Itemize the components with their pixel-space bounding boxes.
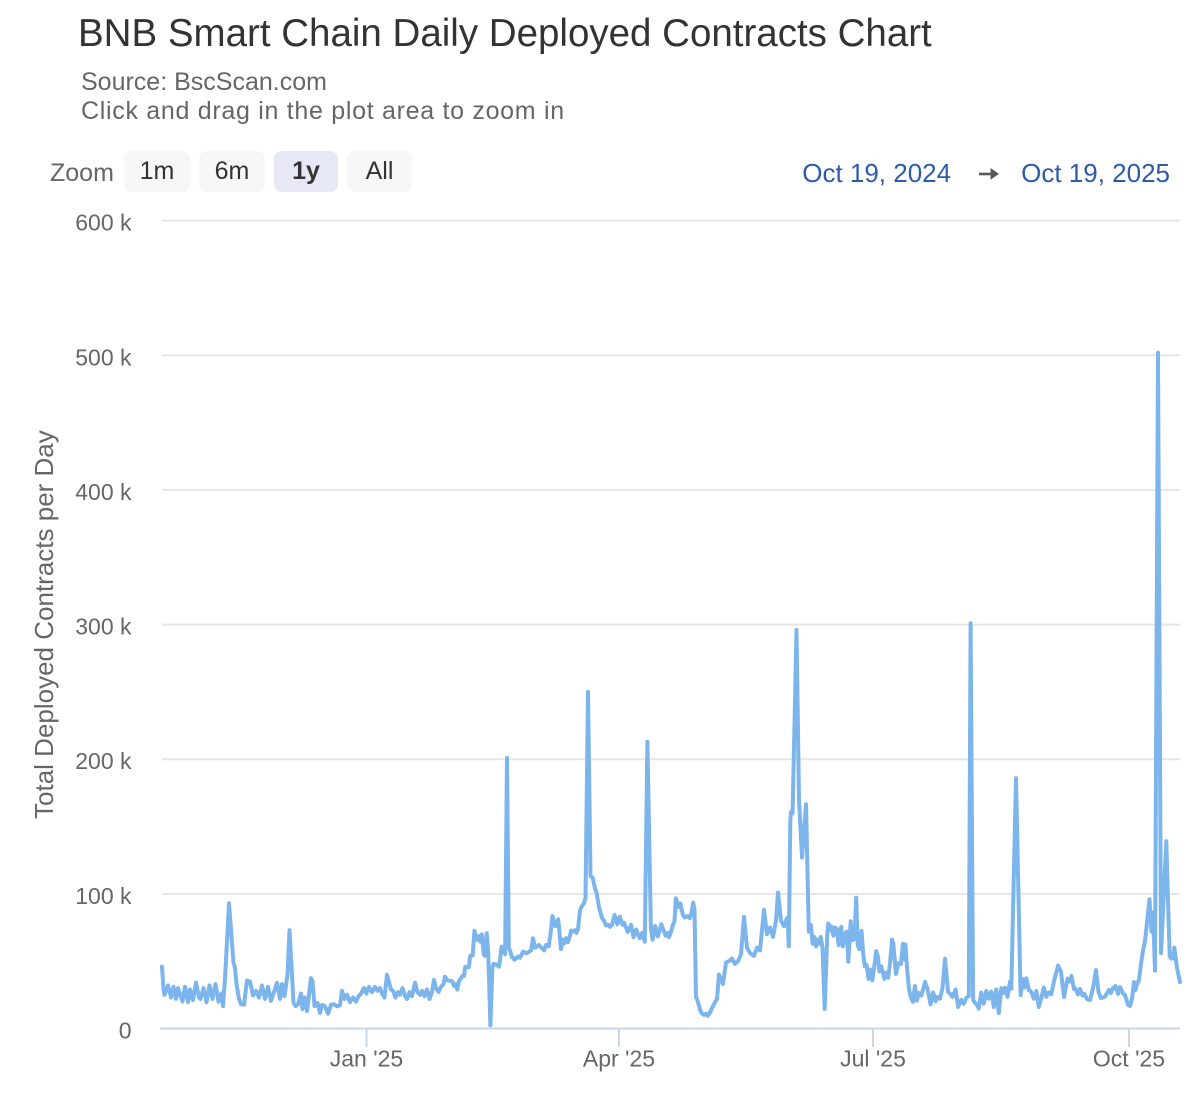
svg-text:Jan '25: Jan '25 bbox=[330, 1046, 403, 1072]
svg-text:Total Deployed Contracts per D: Total Deployed Contracts per Day bbox=[29, 430, 59, 819]
svg-text:0: 0 bbox=[119, 1018, 132, 1044]
svg-text:200 k: 200 k bbox=[75, 748, 132, 774]
svg-text:100 k: 100 k bbox=[75, 883, 132, 909]
svg-text:400 k: 400 k bbox=[75, 479, 132, 505]
svg-text:600 k: 600 k bbox=[75, 210, 132, 236]
svg-text:Apr '25: Apr '25 bbox=[583, 1046, 655, 1072]
svg-text:500 k: 500 k bbox=[75, 344, 132, 370]
svg-text:Jul '25: Jul '25 bbox=[840, 1046, 906, 1072]
svg-text:300 k: 300 k bbox=[75, 614, 132, 640]
svg-text:Oct '25: Oct '25 bbox=[1093, 1046, 1165, 1072]
